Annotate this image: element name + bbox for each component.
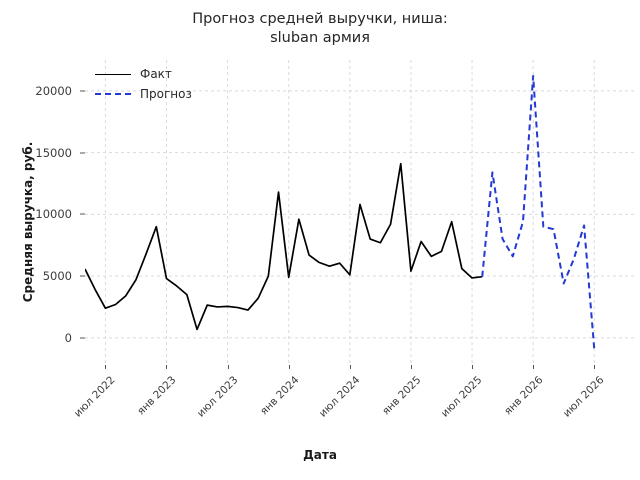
x-tick-label: июл 2025	[438, 374, 485, 420]
y-tick-label: 15000	[35, 145, 72, 160]
x-tick-label: янв 2023	[135, 374, 179, 418]
legend-label: Прогноз	[140, 87, 192, 101]
x-tick-mark	[105, 365, 107, 369]
y-tick-label: 5000	[42, 269, 72, 284]
y-axis-tick-labels: 0 5000 10000 15000 20000	[0, 0, 72, 480]
y-tick-mark	[80, 275, 85, 277]
y-tick-label: 0	[64, 330, 72, 345]
x-tick-mark	[288, 365, 290, 369]
legend-label: Факт	[140, 67, 172, 81]
x-tick-mark	[349, 365, 351, 369]
plot-area	[85, 60, 635, 365]
x-axis-label: Дата	[303, 448, 337, 462]
y-tick-mark	[80, 337, 85, 339]
x-tick-mark	[594, 365, 596, 369]
y-tick-label: 10000	[35, 207, 72, 222]
y-tick-mark	[80, 90, 85, 92]
y-axis-label: Средняя выручка, руб.	[21, 141, 35, 303]
legend-item[interactable]: Факт	[95, 64, 225, 84]
y-tick-mark	[80, 152, 85, 154]
x-tick-label: янв 2026	[502, 374, 546, 418]
x-tick-label: июл 2023	[194, 374, 241, 420]
y-tick-label: 20000	[35, 83, 72, 98]
legend-swatch-forecast	[95, 93, 131, 95]
x-tick-label: янв 2025	[379, 374, 424, 418]
x-tick-label: июл 2026	[561, 374, 607, 420]
x-tick-mark	[533, 365, 535, 369]
chart-title: Прогноз средней выручки, ниша: sluban ар…	[192, 11, 448, 46]
y-tick-mark	[80, 213, 85, 215]
legend-item[interactable]: Прогноз	[95, 84, 225, 104]
x-tick-mark	[166, 365, 168, 369]
series-line-forecast	[481, 75, 596, 350]
chart-legend: Факт Прогноз	[95, 64, 225, 104]
series-line-fact	[85, 162, 483, 331]
x-tick-mark	[410, 365, 412, 369]
plot-lines	[85, 60, 635, 365]
x-tick-label: янв 2024	[257, 374, 302, 418]
x-tick-label: июл 2022	[72, 374, 118, 420]
x-tick-mark	[227, 365, 229, 369]
x-tick-mark	[472, 365, 474, 369]
x-tick-label: июл 2024	[316, 374, 363, 420]
legend-swatch-fact	[95, 73, 131, 75]
